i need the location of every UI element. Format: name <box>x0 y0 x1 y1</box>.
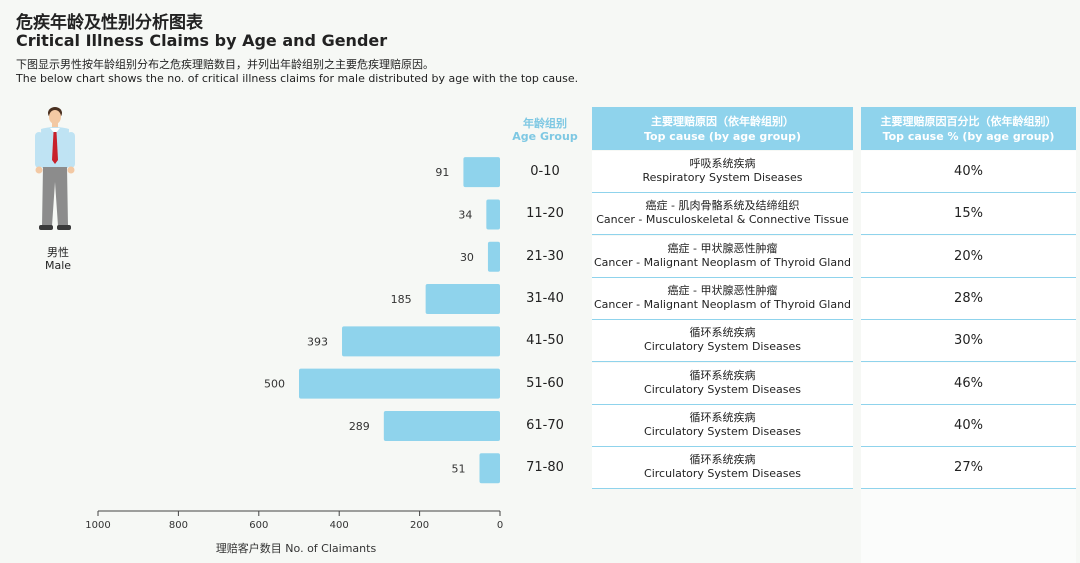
bar-0-10 <box>463 157 500 188</box>
top-cause-cell: 循环系统疾病 Circulatory System Diseases <box>592 320 853 363</box>
top-cause-cn: 循环系统疾病 <box>689 453 756 467</box>
bar-value-label: 500 <box>264 378 285 391</box>
top-cause-percent-cell: 15% <box>861 193 1076 236</box>
bar-31-40 <box>425 284 500 315</box>
age-group-label: 11-20 <box>526 206 564 222</box>
top-cause-percent-cell: 28% <box>861 277 1076 320</box>
top-cause-cell: 癌症 - 甲状腺恶性肿瘤 Cancer - Malignant Neoplasm … <box>592 277 853 320</box>
top-cause-cell: 循环系统疾病 Circulatory System Diseases <box>592 404 853 447</box>
top-cause-cn: 癌症 - 肌肉骨骼系统及结缔组织 <box>645 199 800 213</box>
top-cause-en: Respiratory System Diseases <box>642 171 803 184</box>
top-cause-cn: 循环系统疾病 <box>689 410 756 424</box>
top-cause-header-cn: 主要理赔原因（依年龄组别） <box>651 115 794 128</box>
top-cause-en: Cancer - Malignant Neoplasm of Thyroid G… <box>593 297 852 311</box>
bar-value-label: 91 <box>435 166 449 179</box>
age-group-header-cn: 年龄组别 <box>523 117 567 130</box>
top-cause-cn: 循环系统疾病 <box>689 326 756 340</box>
top-cause-cn: 癌症 - 甲状腺恶性肿瘤 <box>667 283 778 297</box>
title-cn: 危疾年龄及性别分析图表 <box>16 13 203 33</box>
description-en: The below chart shows the no. of critica… <box>16 72 579 85</box>
top-cause-cell: 循环系统疾病 Circulatory System Diseases <box>592 362 853 405</box>
top-cause-percent-cell: 30% <box>861 320 1076 363</box>
bar-value-label: 30 <box>460 251 474 264</box>
top-cause-en: Circulatory System Diseases <box>644 467 801 481</box>
bar-value-label: 51 <box>451 462 465 475</box>
x-axis-tick-label: 0 <box>497 520 503 531</box>
top-cause-en: Circulatory System Diseases <box>644 382 801 396</box>
age-group-label: 61-70 <box>526 417 564 433</box>
bar-61-70 <box>383 410 500 441</box>
top-cause-cn: 呼吸系统疾病 <box>689 157 756 170</box>
top-cause-cell: 癌症 - 甲状腺恶性肿瘤 Cancer - Malignant Neoplasm … <box>592 235 853 278</box>
age-group-label: 71-80 <box>526 460 564 476</box>
bar-value-label: 393 <box>307 335 328 348</box>
top-cause-cell: 癌症 - 肌肉骨骼系统及结缔组织 Cancer - Musculoskeletal… <box>592 193 853 236</box>
top-cause-en: Cancer - Musculoskeletal & Connective Ti… <box>596 213 849 227</box>
top-cause-percent-cell: 40% <box>861 404 1076 447</box>
bar-value-label: 185 <box>391 293 412 306</box>
bar-11-20 <box>486 199 500 230</box>
x-axis-tick-label: 400 <box>330 520 349 531</box>
top-cause-percent-cell: 27% <box>861 447 1076 490</box>
top-cause-percent-header: 主要理赔原因百分比（依年龄组别） Top cause % (by age gro… <box>861 107 1076 150</box>
x-axis-tick-label: 1000 <box>85 520 110 531</box>
top-cause-en: Cancer - Malignant Neoplasm of Thyroid G… <box>593 255 852 269</box>
age-group-label: 31-40 <box>526 290 564 306</box>
top-cause-percent-header-en: Top cause % (by age group) <box>882 130 1055 143</box>
bar-71-80 <box>479 453 500 484</box>
age-group-label: 41-50 <box>526 333 564 349</box>
top-cause-percent-header-cn: 主要理赔原因百分比（依年龄组别） <box>880 115 1057 128</box>
x-axis-tick-label: 200 <box>410 520 429 531</box>
age-group-label: 0-10 <box>530 164 560 179</box>
top-cause-percent-cell: 20% <box>861 235 1076 278</box>
x-axis-tick-label: 800 <box>169 520 188 531</box>
top-cause-en: Circulatory System Diseases <box>644 424 801 438</box>
age-group-header-en: Age Group <box>512 130 578 143</box>
bar-51-60 <box>299 368 500 399</box>
top-cause-cn: 循环系统疾病 <box>689 368 756 382</box>
top-cause-header: 主要理赔原因（依年龄组别） Top cause (by age group) <box>592 107 853 150</box>
age-group-label: 51-60 <box>526 375 564 391</box>
top-cause-percent-cell: 40% <box>861 151 1076 193</box>
bar-21-30 <box>487 241 500 272</box>
x-axis-tick-label: 600 <box>249 520 268 531</box>
top-cause-percent-cell: 46% <box>861 362 1076 405</box>
top-cause-cn: 癌症 - 甲状腺恶性肿瘤 <box>667 241 778 255</box>
bar-41-50 <box>342 326 500 357</box>
title-en: Critical Illness Claims by Age and Gende… <box>16 31 388 50</box>
age-group-label: 21-30 <box>526 248 564 264</box>
male-person-icon <box>35 107 75 230</box>
top-cause-cell: 呼吸系统疾病 Respiratory System Diseases <box>592 151 853 193</box>
top-cause-header-en: Top cause (by age group) <box>644 130 801 143</box>
bar-value-label: 289 <box>349 420 370 433</box>
top-cause-cell: 循环系统疾病 Circulatory System Diseases <box>592 447 853 490</box>
x-axis-label: 理赔客户数目 No. of Claimants <box>216 541 377 555</box>
bar-value-label: 34 <box>458 208 472 221</box>
description-cn: 下图显示男性按年龄组别分布之危疾理赔数目，并列出年龄组别之主要危疾理赔原因。 <box>16 58 434 71</box>
top-cause-en: Circulatory System Diseases <box>644 340 801 354</box>
